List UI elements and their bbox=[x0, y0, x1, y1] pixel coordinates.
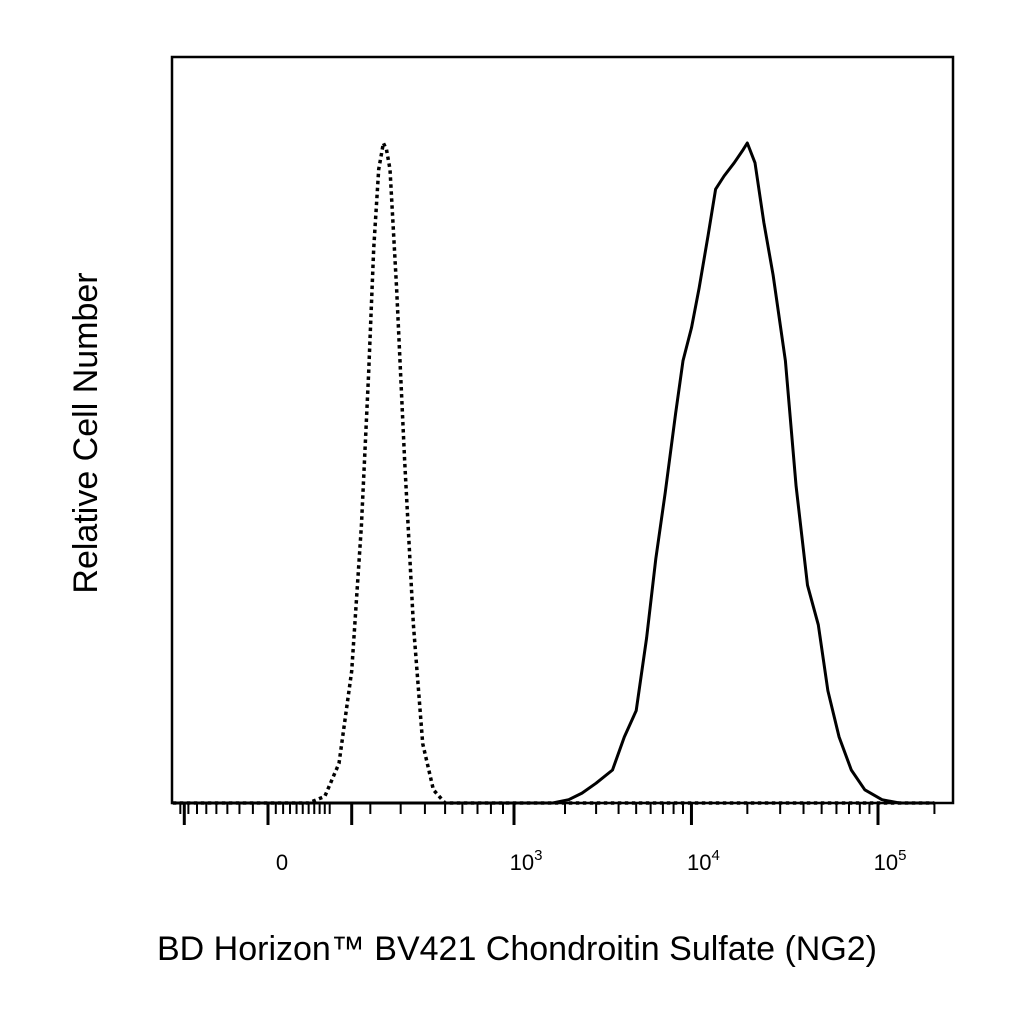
series-layer bbox=[172, 141, 935, 805]
series-line-isotype-control bbox=[172, 141, 935, 805]
plot-frame bbox=[170, 55, 955, 805]
x-tick-label: 0 bbox=[276, 850, 288, 875]
x-tick-labels: 0 103 104 105 bbox=[276, 847, 907, 875]
x-axis-label: BD Horizon™ BV421 Chondroitin Sulfate (N… bbox=[157, 930, 877, 968]
series-line-stained bbox=[172, 141, 935, 805]
x-tick-label: 103 bbox=[510, 847, 543, 875]
y-axis-label: Relative Cell Number bbox=[67, 272, 105, 593]
x-minor-ticks bbox=[179, 803, 936, 814]
x-major-ticks bbox=[182, 803, 880, 825]
x-tick-label: 105 bbox=[874, 847, 907, 875]
x-tick-label: 104 bbox=[687, 847, 720, 875]
